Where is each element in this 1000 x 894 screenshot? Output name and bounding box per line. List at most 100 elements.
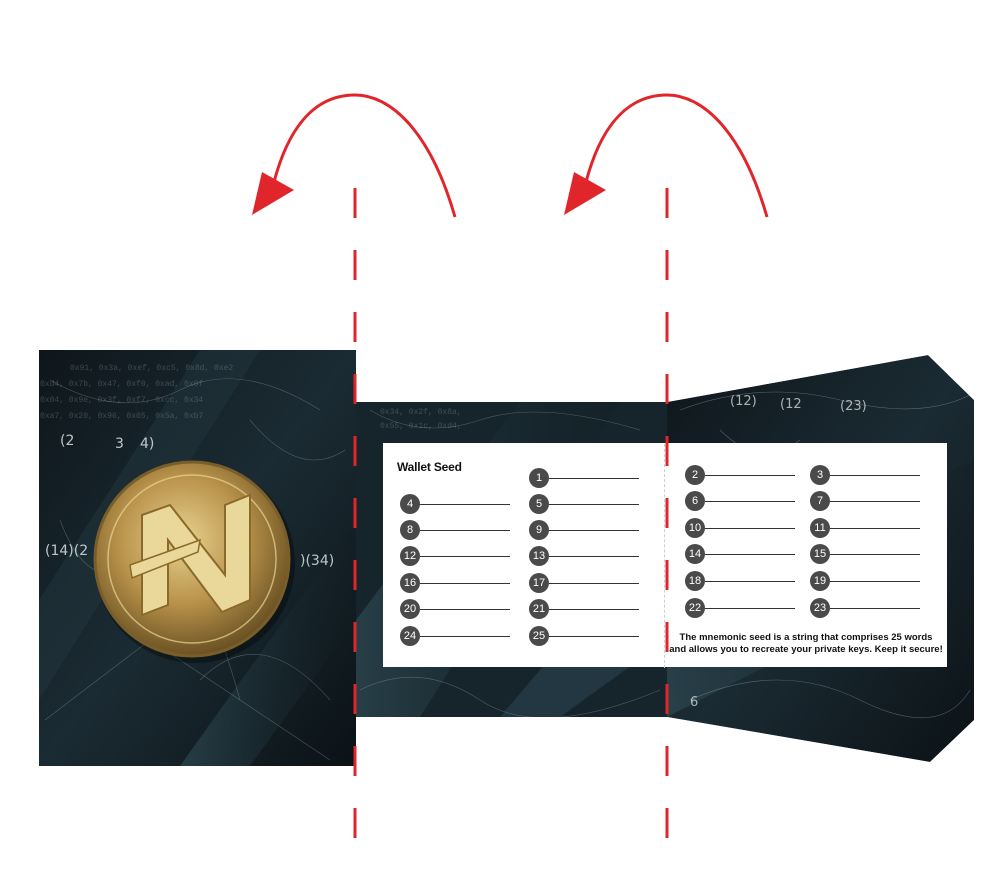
- seed-word-slot-4: 4: [400, 494, 512, 516]
- svg-text:(14)(2: (14)(2: [45, 543, 88, 559]
- seed-word-number: 19: [810, 571, 830, 591]
- seed-word-number: 15: [810, 544, 830, 564]
- seed-word-blank: [549, 609, 639, 610]
- seed-word-number: 6: [685, 491, 705, 511]
- seed-word-slot-12: 12: [400, 546, 512, 568]
- seed-word-slot-24: 24: [400, 626, 512, 648]
- svg-text:0x91, 0x3a, 0xef, 0xc5, 0x8d,: 0x91, 0x3a, 0xef, 0xc5, 0x8d, 0xe2: [70, 364, 233, 373]
- seed-word-blank: [549, 478, 639, 479]
- seed-word-slot-11: 11: [810, 518, 922, 540]
- seed-word-number: 21: [529, 599, 549, 619]
- gold-coin-N-icon: [129, 493, 251, 617]
- seed-word-slot-8: 8: [400, 520, 512, 542]
- seed-word-number: 9: [529, 520, 549, 540]
- seed-word-slot-18: 18: [685, 571, 797, 593]
- svg-text:)(34): )(34): [300, 553, 334, 569]
- curved-arrow-left-icon: [270, 93, 457, 218]
- seed-word-number: 17: [529, 573, 549, 593]
- seed-word-slot-10: 10: [685, 518, 797, 540]
- seed-word-blank: [420, 609, 510, 610]
- seed-word-blank: [420, 583, 510, 584]
- seed-word-blank: [549, 583, 639, 584]
- seed-word-number: 22: [685, 598, 705, 618]
- seed-word-slot-7: 7: [810, 491, 922, 513]
- seed-word-number: 13: [529, 546, 549, 566]
- svg-text:(12): (12): [730, 394, 757, 409]
- seed-word-number: 2: [685, 465, 705, 485]
- front-panel: 0x91, 0x3a, 0xef, 0xc5, 0x8d, 0xe2 0xd4,…: [39, 350, 356, 766]
- seed-word-slot-17: 17: [529, 573, 641, 595]
- seed-word-number: 24: [400, 626, 420, 646]
- seed-word-blank: [420, 504, 510, 505]
- arrowhead-right-icon: [564, 172, 606, 215]
- seed-word-blank: [549, 556, 639, 557]
- seed-word-slot-20: 20: [400, 599, 512, 621]
- seed-word-number: 3: [810, 465, 830, 485]
- seed-word-number: 8: [400, 520, 420, 540]
- seed-word-slot-13: 13: [529, 546, 641, 568]
- svg-text:3: 3: [115, 436, 124, 452]
- seed-word-blank: [549, 504, 639, 505]
- seed-word-number: 5: [529, 494, 549, 514]
- seed-word-blank: [420, 636, 510, 637]
- svg-text:0x55, 0x1c, 0xd4,: 0x55, 0x1c, 0xd4,: [380, 422, 462, 431]
- seed-word-blank: [830, 554, 920, 555]
- seed-word-slot-6: 6: [685, 491, 797, 513]
- seed-word-blank: [549, 530, 639, 531]
- seed-word-number: 4: [400, 494, 420, 514]
- arrowhead-left-icon: [252, 172, 294, 215]
- seed-word-blank: [705, 528, 795, 529]
- svg-text:0x34, 0x2f, 0x8a,: 0x34, 0x2f, 0x8a,: [380, 408, 462, 417]
- seed-word-blank: [420, 530, 510, 531]
- svg-text:0x04, 0x9e, 0x3f, 0xf7, 0xcc,: 0x04, 0x9e, 0x3f, 0xf7, 0xcc, 0x34: [40, 396, 203, 405]
- seed-word-blank: [830, 501, 920, 502]
- seed-word-number: 7: [810, 491, 830, 511]
- svg-text:0xd4, 0x7b, 0x47, 0xf0, 0xad,: 0xd4, 0x7b, 0x47, 0xf0, 0xad, 0x0f: [40, 380, 203, 389]
- seed-word-blank: [830, 581, 920, 582]
- seed-word-number: 20: [400, 599, 420, 619]
- seed-note: The mnemonic seed is a string that compr…: [665, 632, 947, 656]
- seed-word-blank: [705, 501, 795, 502]
- svg-text:(2: (2: [60, 433, 74, 449]
- seed-word-number: 14: [685, 544, 705, 564]
- seed-word-blank: [420, 556, 510, 557]
- seed-word-blank: [549, 636, 639, 637]
- seed-word-number: 11: [810, 518, 830, 538]
- seed-word-slot-22: 22: [685, 598, 797, 620]
- seed-word-slot-1: 1: [529, 468, 641, 490]
- seed-note-line-1: The mnemonic seed is a string that compr…: [679, 632, 933, 643]
- seed-word-slot-25: 25: [529, 626, 641, 648]
- seed-word-number: 23: [810, 598, 830, 618]
- seed-word-blank: [830, 608, 920, 609]
- seed-word-slot-23: 23: [810, 598, 922, 620]
- seed-word-blank: [705, 554, 795, 555]
- seed-word-slot-3: 3: [810, 465, 922, 487]
- card-fold-line: [664, 444, 665, 668]
- seed-word-number: 10: [685, 518, 705, 538]
- seed-word-slot-16: 16: [400, 573, 512, 595]
- svg-text:4): 4): [140, 436, 154, 452]
- seed-word-slot-2: 2: [685, 465, 797, 487]
- svg-text:(23): (23): [840, 399, 867, 414]
- seed-word-slot-14: 14: [685, 544, 797, 566]
- seed-word-slot-15: 15: [810, 544, 922, 566]
- seed-word-number: 16: [400, 573, 420, 593]
- seed-word-blank: [705, 581, 795, 582]
- svg-text:6: 6: [690, 695, 698, 710]
- seed-word-number: 25: [529, 626, 549, 646]
- seed-word-slot-5: 5: [529, 494, 641, 516]
- seed-card: Wallet Seed 1 2 3 4 5 6 7 8 9 10 11 12 13 14 15 16 17 18 1…: [383, 443, 947, 667]
- seed-word-blank: [830, 475, 920, 476]
- seed-word-blank: [830, 528, 920, 529]
- svg-text:(12: (12: [780, 397, 802, 412]
- seed-word-slot-19: 19: [810, 571, 922, 593]
- seed-word-blank: [705, 475, 795, 476]
- seed-word-number: 18: [685, 571, 705, 591]
- svg-text:0xa7, 0x20, 0x96, 0x05, 0x5a,: 0xa7, 0x20, 0x96, 0x05, 0x5a, 0xb7: [40, 412, 203, 421]
- seed-word-blank: [705, 608, 795, 609]
- curved-arrow-right-icon: [582, 93, 769, 218]
- seed-note-line-2: and allows you to recreate your private …: [669, 644, 943, 655]
- wallet-seed-title: Wallet Seed: [397, 460, 462, 474]
- seed-word-slot-21: 21: [529, 599, 641, 621]
